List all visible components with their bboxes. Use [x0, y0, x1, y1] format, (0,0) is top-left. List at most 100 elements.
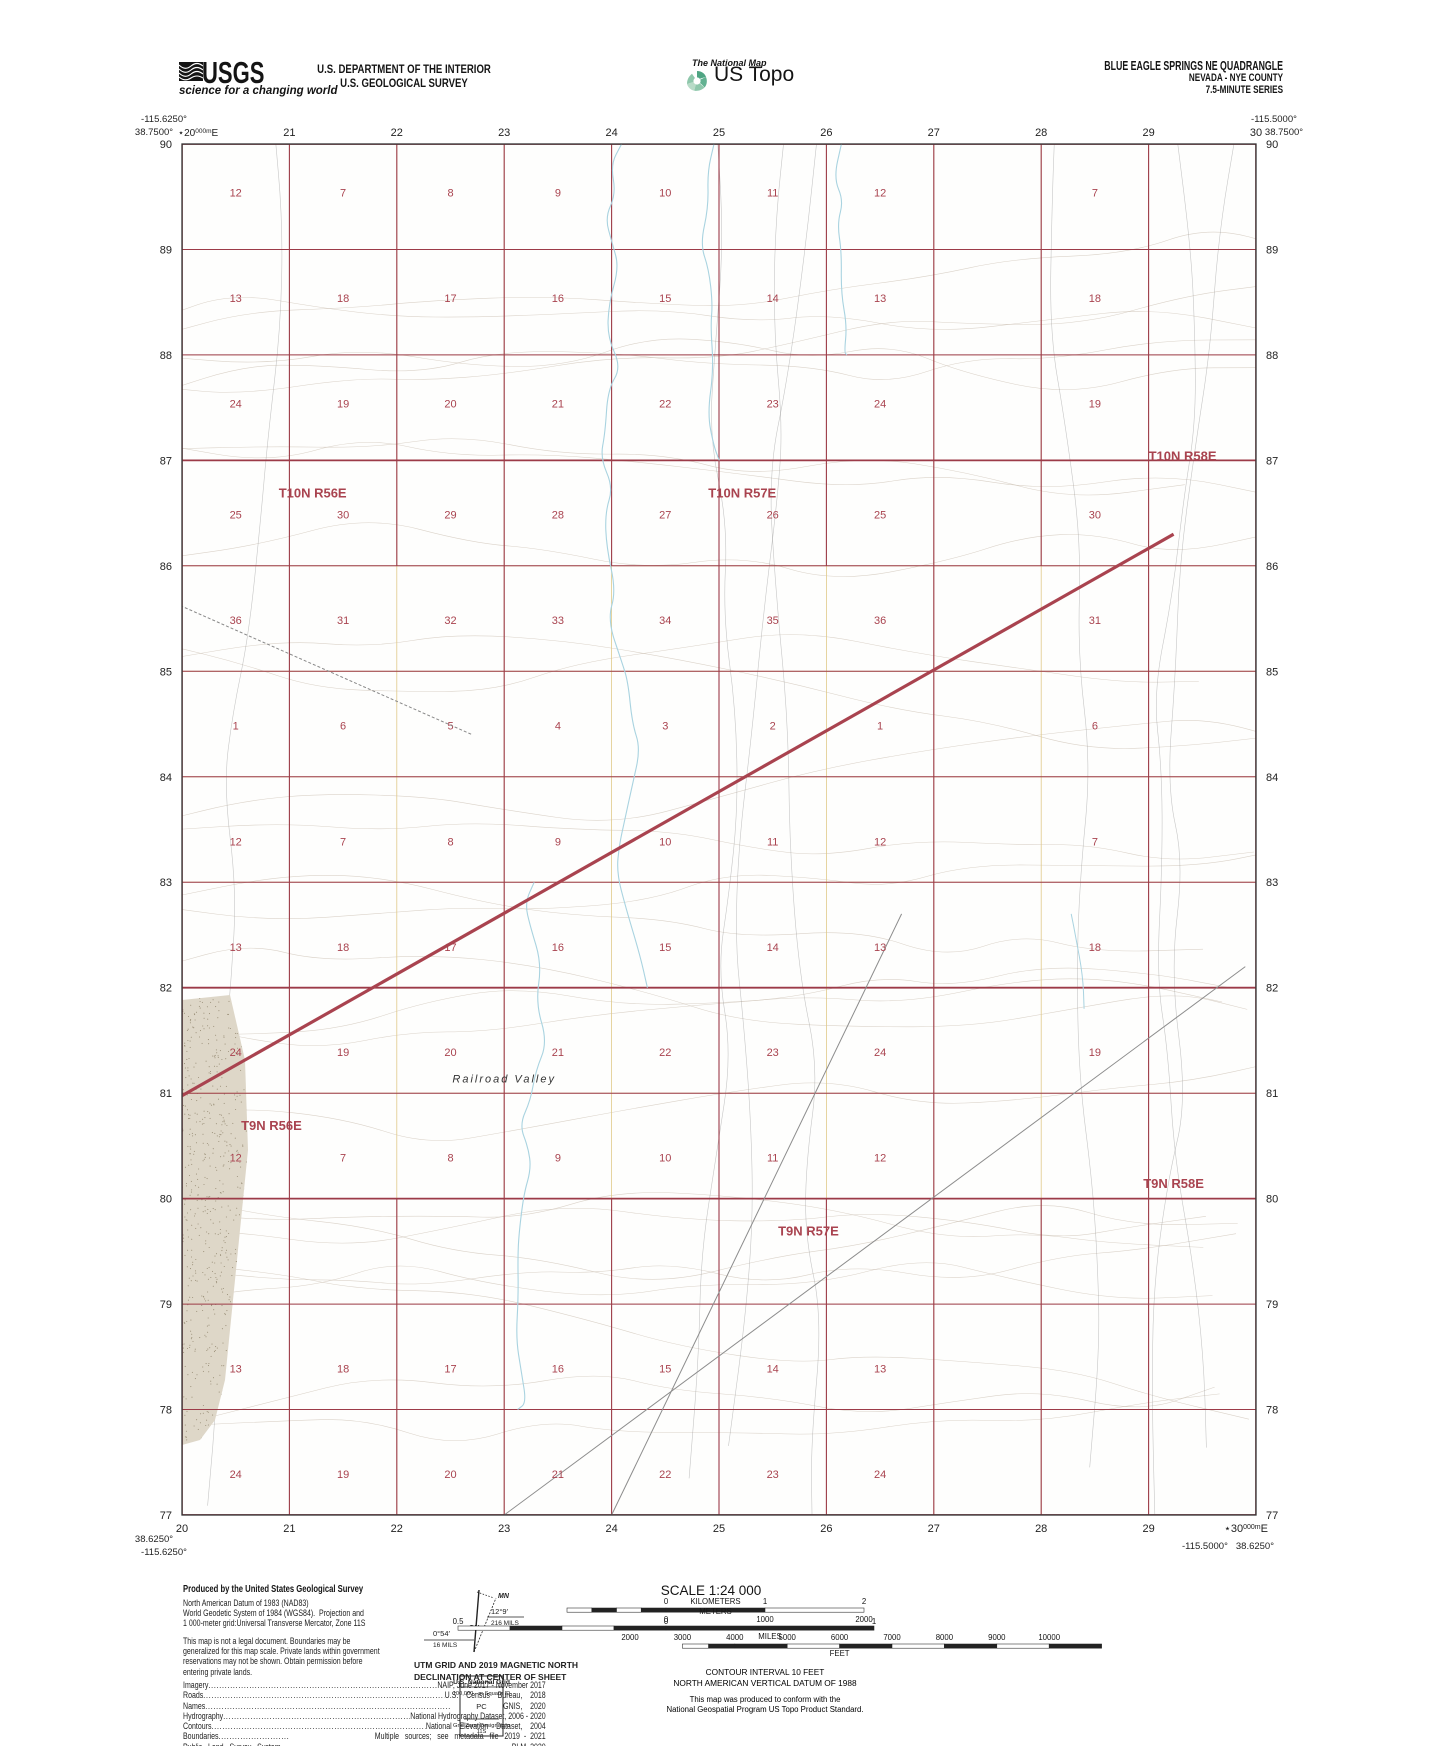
svg-text:12: 12	[874, 836, 886, 848]
svg-text:19: 19	[337, 399, 349, 411]
svg-text:7: 7	[1092, 836, 1098, 848]
svg-text:79: 79	[160, 1299, 172, 1311]
svg-text:82: 82	[1266, 983, 1278, 995]
svg-text:84: 84	[160, 772, 172, 784]
svg-text:31: 31	[1089, 615, 1101, 627]
svg-text:18: 18	[1089, 942, 1101, 954]
svg-text:METERS: METERS	[699, 1607, 732, 1616]
svg-text:⋆20000mE: ⋆20000mE	[178, 128, 219, 139]
svg-text:9: 9	[555, 836, 561, 848]
svg-text:T10N R56E: T10N R56E	[279, 485, 347, 500]
svg-text:7: 7	[340, 1153, 346, 1165]
svg-text:77: 77	[1266, 1510, 1278, 1522]
svg-text:MN: MN	[498, 1593, 510, 1600]
svg-text:25: 25	[230, 509, 242, 521]
svg-text:24: 24	[874, 1047, 886, 1059]
svg-text:T9N R57E: T9N R57E	[778, 1224, 839, 1239]
svg-text:77: 77	[160, 1510, 172, 1522]
svg-text:23: 23	[498, 127, 510, 139]
svg-text:-115.5000°38.6250°: -115.5000° 38.6250°	[1182, 1541, 1274, 1552]
svg-text:22: 22	[659, 399, 671, 411]
svg-text:31: 31	[337, 615, 349, 627]
svg-text:8: 8	[447, 188, 453, 200]
svg-text:38.7500°: 38.7500°	[1265, 127, 1303, 138]
svg-text:7: 7	[1092, 188, 1098, 200]
svg-text:15: 15	[659, 293, 671, 305]
svg-text:9: 9	[555, 1153, 561, 1165]
svg-text:CONTOUR INTERVAL 10 FEET: CONTOUR INTERVAL 10 FEET	[706, 1667, 825, 1677]
svg-text:10000: 10000	[1038, 1633, 1060, 1642]
svg-text:79: 79	[1266, 1299, 1278, 1311]
svg-text:26: 26	[820, 127, 832, 139]
svg-text:1: 1	[872, 1617, 876, 1626]
svg-text:82: 82	[160, 983, 172, 995]
svg-text:10: 10	[659, 836, 671, 848]
svg-text:83: 83	[1266, 877, 1278, 889]
svg-text:18: 18	[337, 942, 349, 954]
svg-text:28: 28	[1035, 127, 1047, 139]
svg-text:27: 27	[928, 1523, 940, 1535]
svg-text:13: 13	[874, 1364, 886, 1376]
svg-text:12°9′: 12°9′	[491, 1607, 509, 1616]
svg-text:86: 86	[160, 561, 172, 573]
svg-text:22: 22	[391, 1523, 403, 1535]
svg-text:85: 85	[160, 666, 172, 678]
svg-text:38.7500°: 38.7500°	[135, 127, 173, 138]
svg-text:16: 16	[552, 1364, 564, 1376]
svg-text:29: 29	[444, 509, 456, 521]
svg-text:⋆30000mE: ⋆30000mE	[1224, 1523, 1268, 1535]
svg-text:22: 22	[659, 1469, 671, 1481]
svg-text:13: 13	[230, 293, 242, 305]
svg-text:87: 87	[160, 455, 172, 467]
svg-text:21: 21	[552, 399, 564, 411]
svg-text:2: 2	[770, 720, 776, 732]
svg-text:T10N R57E: T10N R57E	[708, 485, 776, 500]
svg-text:National Geospatial Program US: National Geospatial Program US Topo Prod…	[666, 1705, 863, 1714]
svg-text:5000: 5000	[779, 1633, 797, 1642]
svg-text:UTM GRID AND 2019 MAGNETIC NOR: UTM GRID AND 2019 MAGNETIC NORTH	[414, 1660, 578, 1670]
svg-text:-115.5000°: -115.5000°	[1251, 114, 1297, 125]
svg-text:-115.6250°: -115.6250°	[141, 114, 187, 125]
svg-text:29: 29	[1142, 127, 1154, 139]
svg-text:25: 25	[713, 1523, 725, 1535]
svg-text:1: 1	[763, 1597, 767, 1606]
svg-text:12: 12	[230, 1153, 242, 1165]
svg-text:83: 83	[160, 877, 172, 889]
svg-text:29: 29	[1142, 1523, 1154, 1535]
svg-text:16 MILS: 16 MILS	[433, 1642, 458, 1649]
svg-text:T9N R56E: T9N R56E	[241, 1118, 302, 1133]
svg-text:86: 86	[1266, 561, 1278, 573]
svg-text:28: 28	[1035, 1523, 1047, 1535]
svg-text:9: 9	[555, 188, 561, 200]
svg-text:85: 85	[1266, 666, 1278, 678]
svg-text:21: 21	[552, 1047, 564, 1059]
svg-text:88: 88	[1266, 350, 1278, 362]
svg-text:9000: 9000	[988, 1633, 1006, 1642]
svg-text:16: 16	[552, 293, 564, 305]
svg-text:18: 18	[337, 1364, 349, 1376]
svg-text:KILOMETERS: KILOMETERS	[690, 1597, 740, 1606]
svg-text:24: 24	[874, 399, 886, 411]
svg-text:23: 23	[767, 399, 779, 411]
svg-text:84: 84	[1266, 772, 1278, 784]
svg-text:1: 1	[877, 720, 883, 732]
svg-text:0: 0	[664, 1617, 669, 1626]
svg-text:21: 21	[283, 127, 295, 139]
svg-text:81: 81	[1266, 1088, 1278, 1100]
svg-text:6: 6	[1092, 720, 1098, 732]
svg-text:80: 80	[160, 1194, 172, 1206]
svg-text:19: 19	[337, 1469, 349, 1481]
svg-text:19: 19	[1089, 399, 1101, 411]
svg-text:36: 36	[874, 615, 886, 627]
svg-text:38.6250°: 38.6250°	[135, 1534, 173, 1545]
svg-text:78: 78	[1266, 1405, 1278, 1417]
svg-text:NORTH AMERICAN VERTICAL DATUM: NORTH AMERICAN VERTICAL DATUM OF 1988	[673, 1678, 857, 1688]
svg-text:4: 4	[555, 720, 561, 732]
svg-text:17: 17	[444, 1364, 456, 1376]
svg-text:0: 0	[664, 1597, 669, 1606]
svg-text:81: 81	[160, 1088, 172, 1100]
svg-text:33: 33	[552, 615, 564, 627]
svg-text:6000: 6000	[831, 1633, 849, 1642]
svg-text:24: 24	[605, 1523, 617, 1535]
svg-text:34: 34	[659, 615, 671, 627]
